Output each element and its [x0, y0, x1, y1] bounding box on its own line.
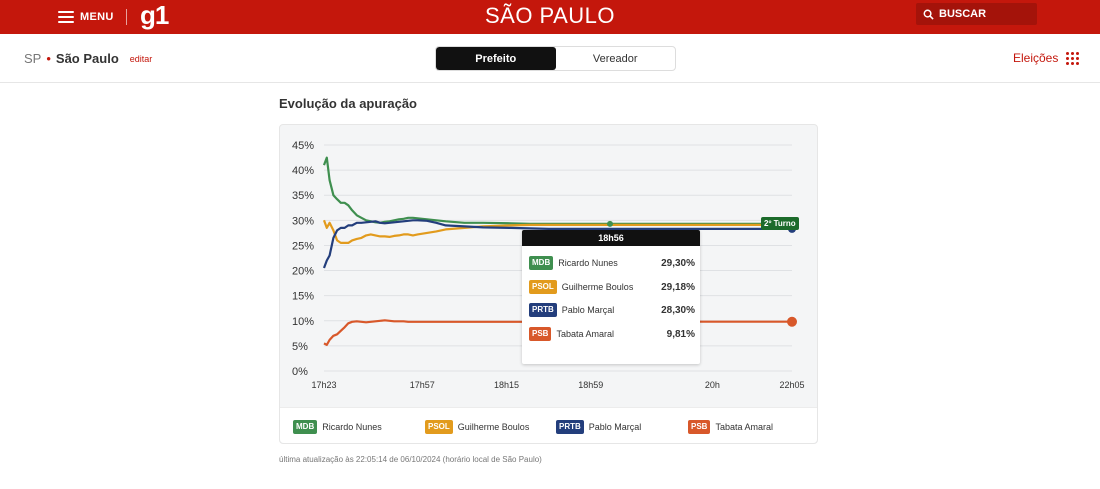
- apps-grid-icon: [1066, 51, 1080, 65]
- legend-item[interactable]: MDB Ricardo Nunes: [293, 420, 382, 434]
- chart-tooltip: 18h56 MDB Ricardo Nunes 29,30% PSOL Guil…: [522, 230, 700, 364]
- second-round-tag: 2º Turno: [761, 217, 799, 230]
- x-tick-label: 17h57: [410, 380, 435, 390]
- candidate-name: Ricardo Nunes: [558, 258, 618, 268]
- candidate-name: Pablo Marçal: [561, 305, 615, 315]
- menu-label: MENU: [80, 11, 114, 23]
- candidate-value: 9,81%: [666, 328, 695, 340]
- g1-logo[interactable]: g1: [140, 0, 169, 30]
- last-update-note: última atualização às 22:05:14 de 06/10/…: [279, 455, 542, 464]
- office-toggle: Prefeito Vereador: [435, 46, 676, 71]
- tooltip-row: PSB Tabata Amaral 9,81%: [529, 327, 695, 341]
- y-tick-label: 0%: [292, 366, 308, 378]
- legend-item[interactable]: PSOL Guilherme Boulos: [425, 420, 529, 434]
- legend-label: Guilherme Boulos: [457, 422, 530, 432]
- party-badge: PRTB: [529, 303, 557, 317]
- y-tick-label: 40%: [292, 165, 314, 177]
- x-tick-label: 22h05: [779, 380, 804, 390]
- section-title: Evolução da apuração: [279, 96, 417, 111]
- candidate-value: 29,18%: [661, 281, 695, 293]
- y-tick-label: 35%: [292, 190, 314, 202]
- series-line-mdb: [322, 156, 792, 225]
- legend-label: Ricardo Nunes: [322, 422, 382, 432]
- search-button[interactable]: BUSCAR: [916, 3, 1037, 25]
- chart-card: 45% 40% 35% 30% 25% 20% 15% 10% 5% 0% 17h23 17h57 18…: [279, 124, 818, 444]
- x-tick-label: 18h59: [578, 380, 603, 390]
- header-divider: [126, 9, 127, 25]
- hamburger-icon: [58, 11, 74, 23]
- breadcrumb-city: São Paulo: [55, 51, 119, 66]
- party-badge: PSB: [529, 327, 552, 341]
- candidate-value: 29,30%: [661, 257, 695, 269]
- y-tick-label: 20%: [292, 266, 314, 278]
- candidate-name: Tabata Amaral: [556, 329, 614, 339]
- series-end-marker: [787, 316, 797, 327]
- x-tick-label: 17h23: [311, 380, 336, 390]
- party-badge: PSOL: [425, 420, 453, 434]
- tooltip-time: 18h56: [522, 230, 700, 246]
- y-tick-label: 30%: [292, 215, 314, 227]
- breadcrumb-state[interactable]: SP: [24, 51, 42, 66]
- top-header: MENU g1 SÃO PAULO BUSCAR: [0, 0, 1100, 34]
- line-chart[interactable]: 45% 40% 35% 30% 25% 20% 15% 10% 5% 0%17h23 17h57 18…: [280, 125, 817, 407]
- x-tick-label: 18h15: [494, 380, 519, 390]
- elections-label: Eleições: [1013, 51, 1059, 65]
- hover-marker: [607, 220, 613, 227]
- y-tick-label: 5%: [292, 341, 308, 353]
- legend-item[interactable]: PSB Tabata Amaral: [688, 420, 773, 434]
- search-icon: [923, 9, 934, 20]
- party-badge: PSOL: [529, 280, 557, 294]
- menu-button[interactable]: MENU: [58, 6, 114, 28]
- legend-label: Pablo Marçal: [588, 422, 642, 432]
- y-tick-label: 45%: [292, 140, 314, 152]
- party-badge: MDB: [293, 420, 318, 434]
- tooltip-row: MDB Ricardo Nunes 29,30%: [529, 256, 695, 270]
- sub-header: SP • São Paulo editar Prefeito Vereador …: [0, 34, 1100, 83]
- y-tick-label: 25%: [292, 240, 314, 252]
- breadcrumb: SP • São Paulo editar: [24, 51, 152, 66]
- party-badge: MDB: [529, 256, 554, 270]
- tooltip-row: PSOL Guilherme Boulos 29,18%: [529, 280, 695, 294]
- y-tick-label: 10%: [292, 316, 314, 328]
- legend-item[interactable]: PRTB Pablo Marçal: [556, 420, 641, 434]
- breadcrumb-dot: •: [46, 51, 51, 66]
- party-badge: PSB: [688, 420, 711, 434]
- x-tick-label: 20h: [705, 380, 720, 390]
- candidate-name: Guilherme Boulos: [561, 282, 634, 292]
- series-line-psol: [322, 219, 793, 245]
- elections-menu[interactable]: Eleições: [1013, 51, 1080, 65]
- tooltip-row: PRTB Pablo Marçal 28,30%: [529, 303, 695, 317]
- candidate-value: 28,30%: [661, 304, 695, 316]
- edit-location-link[interactable]: editar: [129, 53, 153, 64]
- legend-label: Tabata Amaral: [715, 422, 773, 432]
- party-badge: PRTB: [556, 420, 584, 434]
- series-line-prtb: [322, 219, 792, 269]
- chart-legend: MDB Ricardo Nunes PSOL Guilherme Boulos …: [280, 407, 817, 443]
- search-label: BUSCAR: [939, 8, 987, 20]
- tab-prefeito[interactable]: Prefeito: [436, 47, 556, 70]
- tab-vereador[interactable]: Vereador: [592, 52, 638, 65]
- y-tick-label: 15%: [292, 291, 314, 303]
